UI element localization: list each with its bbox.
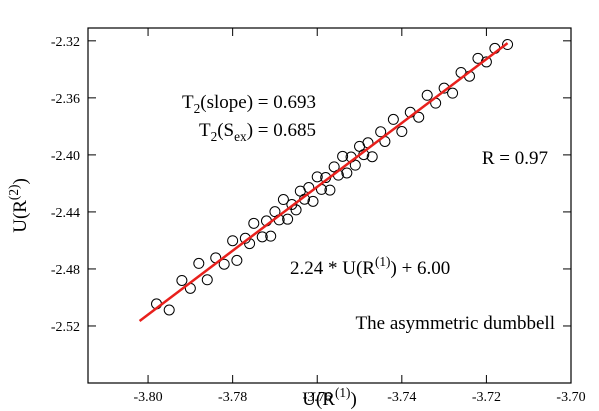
scatter-point (387, 113, 399, 125)
fit-line (138, 42, 509, 322)
text-part: 2.24 * U(R (290, 258, 375, 279)
scatter-point (337, 150, 349, 162)
plot-frame (87, 27, 572, 384)
x-tick-label: -3.76 (303, 390, 332, 405)
scatter-point (290, 204, 302, 216)
text-part: T (199, 120, 211, 141)
x-tick-label: -3.70 (556, 390, 585, 405)
scatter-point (256, 231, 268, 243)
annotation: T2​(Sex​) = 0.685 (199, 120, 316, 144)
y-tick-label: -2.32 (51, 35, 80, 50)
scatter-point (248, 217, 260, 229)
scatter-point (265, 230, 277, 242)
scatter-point (277, 194, 289, 206)
scatter-point (176, 274, 188, 286)
x-tick-label: -3.78 (218, 390, 247, 405)
text-part: (1) (335, 385, 351, 400)
scatter-point (231, 254, 243, 266)
scatter-point (282, 213, 294, 225)
annotation: The asymmetric dumbbell (356, 313, 555, 334)
text-part: 2 (194, 101, 201, 116)
annotation: R = 0.97 (482, 148, 548, 169)
annotation: 2.24 * U(R(1)​) + 6.00 (290, 254, 450, 279)
x-tick-label: -3.80 (133, 390, 162, 405)
scatter-point (396, 126, 408, 138)
scatter-point (218, 258, 230, 270)
scatter-point (349, 159, 361, 171)
y-tick-label: -2.44 (51, 206, 80, 221)
y-axis-label: U(R(2)​) (6, 178, 31, 233)
x-tick-label: -3.72 (472, 390, 501, 405)
y-tick-label: -2.48 (51, 263, 80, 278)
text-part: U(R (302, 389, 335, 410)
scatter-point (413, 111, 425, 123)
text-part: (2) (6, 185, 21, 201)
y-tick-label: -2.36 (51, 92, 80, 107)
scatter-point (311, 171, 323, 183)
scatter-point (447, 87, 459, 99)
text-part: ) = 0.685 (247, 120, 316, 141)
scatter-point (502, 39, 514, 51)
scatter-point (341, 167, 353, 179)
text-part: ex (234, 129, 247, 144)
text-part: 2 (211, 129, 218, 144)
text-part: R = 0.97 (482, 148, 548, 169)
y-tick-label: -2.52 (51, 320, 80, 335)
text-part: (1) (375, 254, 391, 269)
y-tick-label: -2.40 (51, 149, 80, 164)
text-part: ) (10, 178, 31, 184)
text-part: The asymmetric dumbbell (356, 313, 555, 334)
scatter-point (227, 235, 239, 247)
text-part: (slope) = 0.693 (200, 92, 316, 113)
x-tick-label: -3.74 (387, 390, 416, 405)
scatter-point (324, 184, 336, 196)
scatter-point (375, 126, 387, 138)
text-part: (S (217, 120, 234, 141)
scatter-point (163, 304, 175, 316)
text-part: T (182, 92, 194, 113)
text-part: ) + 6.00 (391, 258, 451, 279)
scatter-point (193, 257, 205, 269)
annotation: T2​(slope) = 0.693 (182, 92, 316, 116)
text-part: ) (350, 389, 356, 410)
scatter-point (201, 274, 213, 286)
scatter-point (421, 89, 433, 101)
scatter-point (307, 195, 319, 207)
scatter-point (366, 151, 378, 163)
x-axis-label: U(R(1)​) (302, 385, 357, 410)
text-part: U(R (10, 200, 31, 233)
